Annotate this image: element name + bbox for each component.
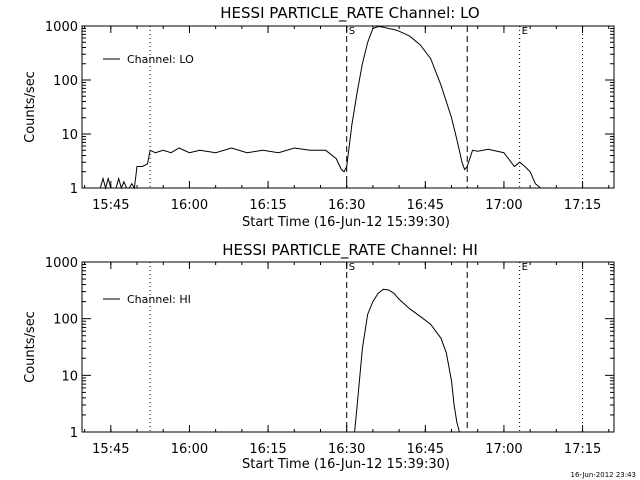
plot-frame xyxy=(81,25,615,189)
legend-label: Channel: LO xyxy=(127,53,194,66)
chart-panel-lo: HESSI PARTICLE_RATE Channel: LO 15:45 16:… xyxy=(23,4,615,230)
y-tick-label: 100 xyxy=(53,313,78,328)
chart-panel-hi: HESSI PARTICLE_RATE Channel: HI 15:45 16:… xyxy=(23,241,615,472)
x-tick-label: 16:30 xyxy=(328,198,365,213)
x-tick-label: 17:15 xyxy=(564,198,601,213)
series-line xyxy=(354,288,460,433)
x-tick-label: 16:00 xyxy=(171,198,208,213)
y-tick-label: 100 xyxy=(53,74,78,89)
x-axis-title: Start Time (16-Jun-12 15:39:30) xyxy=(242,457,450,472)
x-axis-title: Start Time (16-Jun-12 15:39:30) xyxy=(242,215,450,230)
time-marker-label: E xyxy=(522,262,528,273)
footer-timestamp: 16-Jun-2012 23:43 xyxy=(571,471,637,479)
series-line xyxy=(97,25,546,190)
x-tick-label: 16:45 xyxy=(407,198,444,213)
legend-label: Channel: HI xyxy=(127,293,191,306)
y-tick-label: 1 xyxy=(70,182,78,197)
chart-title: HESSI PARTICLE_RATE Channel: LO xyxy=(220,4,479,23)
y-axis-title: Counts/sec xyxy=(23,311,38,383)
y-axis-title: Counts/sec xyxy=(23,71,38,143)
legend: Channel: HI xyxy=(103,293,191,306)
chart-title: HESSI PARTICLE_RATE Channel: HI xyxy=(222,241,478,260)
time-marker-label: S xyxy=(349,26,355,37)
time-marker-label: E xyxy=(522,26,528,37)
x-tick-label: 15:45 xyxy=(92,442,129,457)
y-tick-label: 1000 xyxy=(45,20,78,35)
x-tick-label: 16:15 xyxy=(249,442,286,457)
time-marker-label: S xyxy=(349,262,355,273)
plot-frame xyxy=(81,261,615,433)
y-tick-label: 1000 xyxy=(45,256,78,271)
y-tick-label: 1 xyxy=(70,426,78,441)
x-tick-label: 16:45 xyxy=(407,442,444,457)
x-tick-label: 16:00 xyxy=(171,442,208,457)
legend: Channel: LO xyxy=(103,53,194,66)
x-tick-label: 16:30 xyxy=(328,442,365,457)
x-tick-label: 16:15 xyxy=(249,198,286,213)
x-tick-label: 17:15 xyxy=(564,442,601,457)
y-tick-label: 10 xyxy=(61,369,78,384)
x-tick-label: 15:45 xyxy=(92,198,129,213)
y-tick-label: 10 xyxy=(61,128,78,143)
x-tick-label: 17:00 xyxy=(485,442,522,457)
x-tick-label: 17:00 xyxy=(485,198,522,213)
